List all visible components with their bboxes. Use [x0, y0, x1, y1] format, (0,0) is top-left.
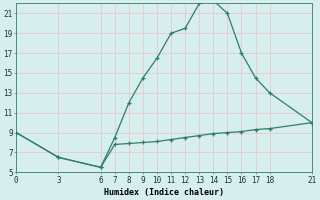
X-axis label: Humidex (Indice chaleur): Humidex (Indice chaleur) [104, 188, 224, 197]
